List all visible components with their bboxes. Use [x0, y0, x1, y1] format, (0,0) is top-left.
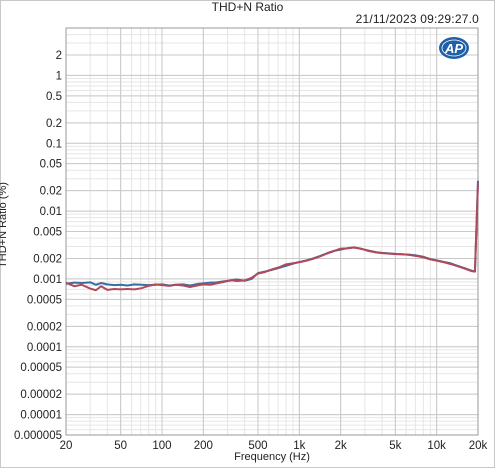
x-tick-labels: 20 50 100 200 500 1k 2k 5k 10k 20k — [60, 440, 488, 452]
y-tick-label: 0.2 — [46, 118, 62, 130]
y-tick-label: 0.02 — [40, 186, 62, 198]
ap-logo-text: AP — [444, 41, 463, 56]
x-tick-label: 1k — [293, 440, 305, 452]
x-tick-label: 2k — [335, 440, 347, 452]
y-tick-label: 0.001 — [33, 274, 62, 286]
y-tick-label: 0.005 — [33, 227, 62, 239]
ap-logo-ring — [441, 39, 467, 57]
x-tick-label: 20k — [469, 440, 488, 452]
y-tick-label: 0.0001 — [27, 342, 62, 354]
chart-title: THD+N Ratio — [211, 0, 284, 14]
series-layer — [65, 180, 479, 292]
y-tick-label: 0.5 — [46, 91, 62, 103]
y-tick-label: 0.0002 — [27, 321, 62, 333]
y-tick-label: 0.1 — [46, 138, 62, 150]
y-tick-labels: 2 1 0.5 0.2 0.1 0.05 0.02 0.01 0.005 0.002 0.001 0.… — [14, 50, 62, 442]
y-tick-label: 0.01 — [40, 206, 62, 218]
x-tick-label: 10k — [427, 440, 446, 452]
x-tick-label: 500 — [248, 440, 267, 452]
x-tick-label: 50 — [114, 440, 127, 452]
y-tick-label: 1 — [56, 70, 62, 82]
series-line-2 — [65, 182, 479, 292]
y-tick-label: 0.002 — [33, 253, 62, 265]
ap-logo-badge — [439, 37, 469, 59]
x-tick-label: 5k — [389, 440, 401, 452]
ap-logo: AP — [439, 37, 469, 59]
plot-border — [65, 27, 479, 436]
y-tick-label: 0.000005 — [14, 430, 62, 442]
y-tick-label: 0.0005 — [27, 294, 62, 306]
y-tick-label: 0.05 — [40, 159, 62, 171]
y-tick-label: 2 — [56, 50, 62, 62]
x-axis-label: Frequency (Hz) — [234, 451, 310, 463]
timestamp: 21/11/2023 09:29:27.0 — [355, 12, 479, 26]
y-tick-label: 0.00002 — [20, 389, 62, 401]
x-tick-label: 200 — [194, 440, 213, 452]
x-tick-label: 100 — [152, 440, 171, 452]
x-tick-label: 20 — [60, 440, 73, 452]
y-tick-label: 0.00005 — [20, 362, 62, 374]
y-tick-label: 0.00001 — [20, 410, 62, 422]
